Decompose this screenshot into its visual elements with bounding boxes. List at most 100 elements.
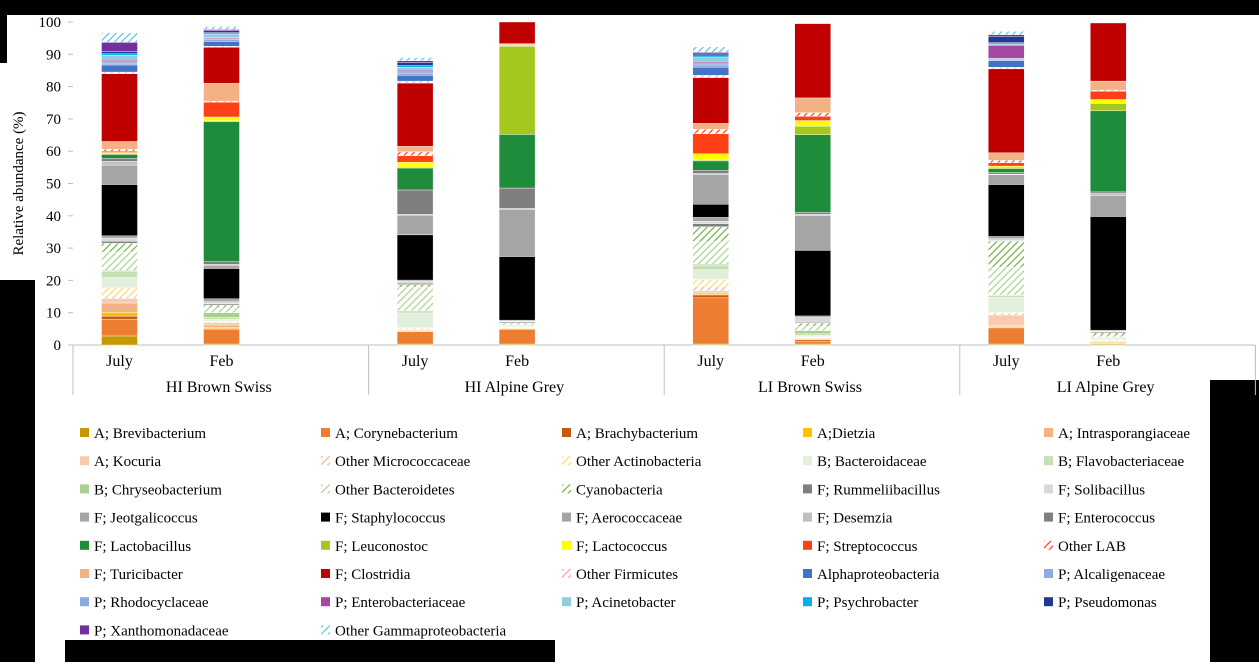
bar-segment-alphaproteobacteria bbox=[693, 67, 729, 75]
bar-segment-p-psychrobacter bbox=[397, 66, 433, 68]
bar-segment-other-lab bbox=[397, 152, 433, 156]
bar-segment-f-clostridia bbox=[397, 83, 433, 146]
legend-item-alphaproteobacteria: Alphaproteobacteria bbox=[803, 567, 940, 583]
bar-segment-other-lab bbox=[795, 113, 831, 117]
legend-swatch bbox=[80, 484, 89, 493]
bar-segment-f-solibacillus bbox=[795, 318, 831, 323]
bar-segment-a-corynebacterium bbox=[397, 332, 433, 344]
legend-swatch bbox=[803, 541, 812, 550]
bar-segment-f-staphylococcus bbox=[795, 250, 831, 316]
bar-segment-f-clostridia bbox=[795, 24, 831, 98]
legend-item-a-intrasporangiaceae: A; Intrasporangiaceae bbox=[1044, 426, 1190, 442]
bar-segment-other-bacteroidetes bbox=[693, 242, 729, 265]
bar-segment-other-bacteroidetes bbox=[795, 326, 831, 331]
legend-label: B; Bacteroidaceae bbox=[817, 454, 927, 470]
bar-segment-f-aerococcaceae bbox=[693, 174, 729, 204]
bar-segment-a-corynebacterium bbox=[988, 328, 1024, 344]
legend-label: P; Rhodocyclaceae bbox=[94, 595, 209, 611]
bar-segment-p-enterobacteriaceae bbox=[102, 60, 138, 62]
legend-swatch bbox=[321, 625, 330, 634]
bar-segment-a-kocuria bbox=[988, 315, 1024, 326]
bar-segment-b-chryseobacterium bbox=[204, 313, 240, 318]
bar-segment-p-pseudomonas bbox=[102, 51, 138, 53]
bar-segment-other-gammaproteobacteria bbox=[988, 31, 1024, 34]
bar-segment-cyanobacteria bbox=[693, 227, 729, 242]
bar-segment-f-enterococcus bbox=[988, 173, 1024, 175]
bar-segment-a-brachybacterium bbox=[102, 316, 138, 319]
bar-segment-other-firmicutes bbox=[397, 81, 433, 83]
bar-segment-f-clostridia bbox=[1090, 23, 1126, 81]
legend-item-f-aerococcaceae: F; Aerococcaceae bbox=[562, 511, 683, 527]
legend-item-f-clostridia: F; Clostridia bbox=[321, 567, 411, 583]
bar-segment-other-gammaproteobacteria bbox=[204, 27, 240, 30]
bar-segment-p-enterobacteriaceae bbox=[397, 70, 433, 72]
bar-segment-a-intrasporangiaceae bbox=[204, 325, 240, 328]
bar-segment-f-clostridia bbox=[102, 74, 138, 142]
bar-segment-f-turicibacter bbox=[1090, 81, 1126, 90]
bar-segment-f-staphylococcus bbox=[397, 235, 433, 280]
y-tick-label: 20 bbox=[46, 273, 61, 289]
bar-segment-p-psychrobacter bbox=[102, 54, 138, 56]
legend-item-b-chryseobacterium: B; Chryseobacterium bbox=[80, 482, 222, 498]
bar-segment-f-aerococcaceae bbox=[499, 209, 535, 256]
bar-segment-p-alcaligenaceae bbox=[693, 65, 729, 67]
bar-label-july: July bbox=[697, 353, 724, 370]
legend-label: F; Clostridia bbox=[335, 567, 411, 583]
bar-segment-f-clostridia bbox=[499, 22, 535, 44]
bar-segment-alphaproteobacteria bbox=[204, 41, 240, 46]
bar-segment-f-lactococcus bbox=[204, 117, 240, 121]
bar-segment-f-rummeliibacillus bbox=[102, 241, 138, 243]
bar-segment-a-kocuria bbox=[693, 291, 729, 293]
bar-segment-other-actinobacteria bbox=[693, 279, 729, 286]
bar-hi-alpine-grey-feb bbox=[499, 22, 535, 345]
legend-swatch bbox=[562, 428, 571, 437]
legend-item-f-jeotgalicoccus: F; Jeotgalicoccus bbox=[80, 511, 198, 527]
bar-segment-a-kocuria bbox=[102, 298, 138, 303]
legend-item-a-dietzia: A;Dietzia bbox=[803, 426, 876, 442]
bar-segment-f-leuconostoc bbox=[499, 46, 535, 134]
legend-label: P; Xanthomonadaceae bbox=[94, 623, 229, 639]
bar-segment-other-bacteroidetes bbox=[397, 287, 433, 311]
bar-segment-f-streptococcus bbox=[795, 116, 831, 120]
legend-label: F; Streptococcus bbox=[817, 539, 918, 555]
legend-item-f-enterococcus: F; Enterococcus bbox=[1044, 511, 1155, 527]
legend-item-p-acinetobacter: P; Acinetobacter bbox=[562, 595, 676, 611]
bar-segment-a-corynebacterium bbox=[693, 298, 729, 344]
bar-segment-cyanobacteria bbox=[204, 305, 240, 308]
bar-segment-p-psychrobacter bbox=[693, 56, 729, 58]
legend-swatch bbox=[1044, 428, 1053, 437]
bar-segment-other-bacteroidetes bbox=[102, 252, 138, 270]
bar-segment-b-flavobacteriaceae bbox=[204, 317, 240, 319]
bar-segment-f-enterococcus bbox=[1090, 192, 1126, 194]
legend-label: P; Enterobacteriaceae bbox=[335, 595, 466, 611]
bar-segment-f-staphylococcus bbox=[988, 184, 1024, 236]
bar-segment-a-brachybacterium bbox=[693, 295, 729, 298]
bar-segment-a-dietzia bbox=[102, 312, 138, 316]
bar-segment-f-clostridia bbox=[204, 47, 240, 83]
bar-segment-other-gammaproteobacteria bbox=[693, 47, 729, 52]
bar-segment-f-lactobacillus bbox=[988, 169, 1024, 173]
bar-segment-f-aerococcaceae bbox=[988, 175, 1024, 185]
legend-item-p-xanthomonadaceae: P; Xanthomonadaceae bbox=[80, 623, 229, 639]
legend-swatch bbox=[1044, 484, 1053, 493]
bar-segment-f-streptococcus bbox=[397, 156, 433, 162]
bar-segment-p-xanthomonadaceae bbox=[988, 35, 1024, 37]
frame-bar-bottom bbox=[65, 640, 555, 662]
bar-segment-f-turicibacter bbox=[693, 123, 729, 129]
y-tick-label: 40 bbox=[46, 209, 61, 225]
y-axis-title: Relative abundance (%) bbox=[11, 111, 27, 255]
bar-segment-f-enterococcus bbox=[397, 190, 433, 214]
legend-swatch bbox=[562, 484, 571, 493]
bar-segment-f-lactobacillus bbox=[693, 161, 729, 170]
legend-label: F; Aerococcaceae bbox=[576, 511, 683, 527]
bar-li-alpine-grey-july bbox=[988, 31, 1024, 345]
legend-item-other-lab: Other LAB bbox=[1044, 539, 1126, 555]
bar-segment-p-pseudomonas bbox=[204, 31, 240, 33]
bar-segment-f-turicibacter bbox=[102, 142, 138, 150]
bar-segment-f-staphylococcus bbox=[1090, 216, 1126, 330]
bar-segment-f-jeotgalicoccus bbox=[693, 217, 729, 221]
bar-segment-a-corynebacterium bbox=[102, 319, 138, 336]
bar-segment-b-bacteroidaceae bbox=[204, 319, 240, 321]
legend-swatch bbox=[80, 456, 89, 465]
legend-label: B; Chryseobacterium bbox=[94, 482, 222, 498]
